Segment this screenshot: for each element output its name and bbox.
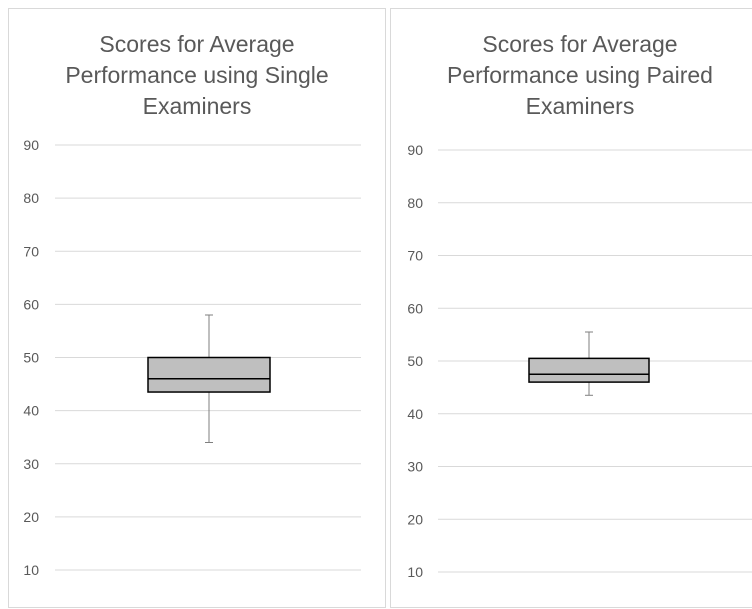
y-tick-label: 40	[407, 406, 423, 422]
box-plot	[528, 331, 650, 396]
chart-title-line: Scores for Average	[99, 31, 295, 57]
y-tick-label: 10	[23, 562, 39, 578]
y-tick-label: 90	[23, 137, 39, 153]
y-tick-label: 30	[407, 459, 423, 475]
box-plot	[147, 314, 271, 443]
chart-panel-paired: Scores for Average Performance using Pai…	[390, 8, 752, 608]
y-tick-label: 10	[407, 564, 423, 580]
chart-title-line: Examiners	[142, 93, 252, 119]
y-tick-label: 80	[23, 190, 39, 206]
y-tick-label: 40	[23, 403, 39, 419]
y-tick-label: 50	[23, 350, 39, 366]
chart-panel-single: Scores for Average Performance using Sin…	[8, 8, 386, 608]
y-tick-label: 60	[407, 300, 423, 316]
chart-title-line: Scores for Average	[482, 31, 678, 57]
y-tick-label: 20	[407, 511, 423, 527]
y-tick-label: 70	[23, 243, 39, 259]
box-plot-paired: 10 20 30 40 50 60 70 80 90	[407, 142, 752, 580]
chart-title: Scores for Average Performance using Pai…	[391, 29, 752, 122]
chart-title-line: Performance using Single	[65, 62, 329, 88]
iqr-box	[528, 357, 650, 383]
chart-title-line: Examiners	[525, 93, 635, 119]
y-tick-label: 30	[23, 456, 39, 472]
box-plot-single: 10 20 30 40 50 60 70 80 90	[23, 137, 361, 578]
y-tick-label: 70	[407, 248, 423, 264]
y-tick-label: 60	[23, 296, 39, 312]
y-tick-label: 50	[407, 353, 423, 369]
chart-title: Scores for Average Performance using Sin…	[9, 29, 385, 122]
y-tick-label: 80	[407, 195, 423, 211]
iqr-box	[147, 356, 271, 393]
y-tick-label: 90	[407, 142, 423, 158]
y-tick-label: 20	[23, 509, 39, 525]
chart-title-line: Performance using Paired	[447, 62, 713, 88]
